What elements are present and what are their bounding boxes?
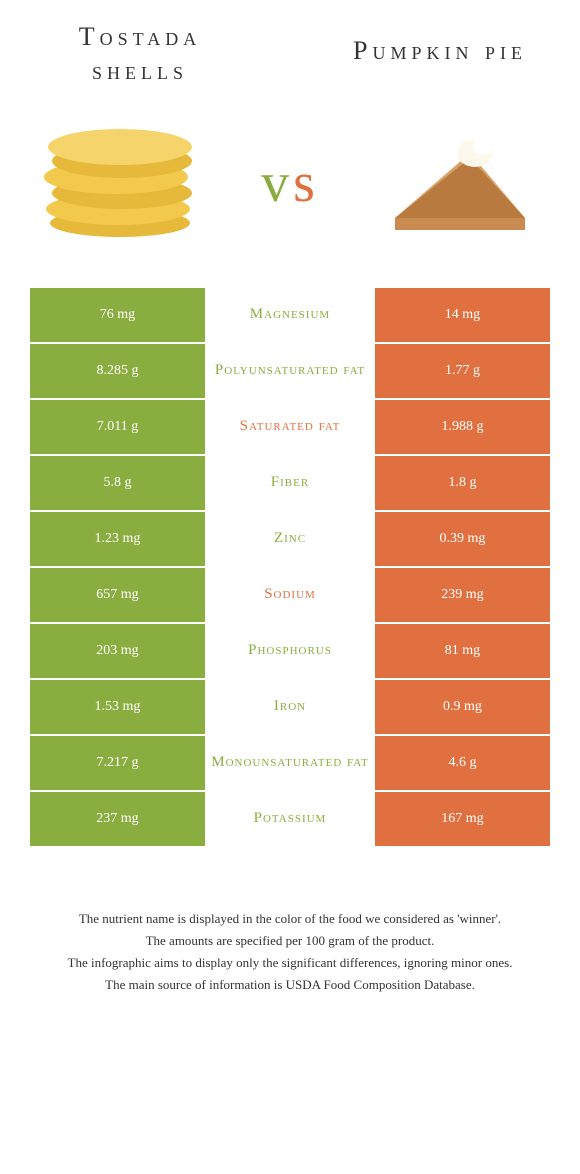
left-value: 657 mg xyxy=(30,568,205,624)
nutrient-label: Iron xyxy=(205,680,375,736)
table-row: 7.011 gSaturated fat1.988 g xyxy=(30,400,550,456)
nutrient-label: Potassium xyxy=(205,792,375,848)
pumpkin-pie-image xyxy=(370,108,550,258)
table-row: 657 mgSodium239 mg xyxy=(30,568,550,624)
images-row: vs xyxy=(0,98,580,288)
table-row: 237 mgPotassium167 mg xyxy=(30,792,550,848)
table-row: 76 mgMagnesium14 mg xyxy=(30,288,550,344)
footer-notes: The nutrient name is displayed in the co… xyxy=(0,848,580,1036)
right-value: 1.988 g xyxy=(375,400,550,456)
left-title-line1: Tostada xyxy=(79,22,201,51)
tostada-image xyxy=(30,108,210,258)
right-value: 81 mg xyxy=(375,624,550,680)
right-value: 167 mg xyxy=(375,792,550,848)
table-row: 7.217 gMonounsaturated fat4.6 g xyxy=(30,736,550,792)
vs-s: s xyxy=(293,152,319,214)
vs-v: v xyxy=(261,152,293,214)
right-value: 0.39 mg xyxy=(375,512,550,568)
left-value: 76 mg xyxy=(30,288,205,344)
footer-line1: The nutrient name is displayed in the co… xyxy=(30,908,550,930)
nutrient-label: Sodium xyxy=(205,568,375,624)
table-row: 1.23 mgZinc0.39 mg xyxy=(30,512,550,568)
left-value: 7.011 g xyxy=(30,400,205,456)
nutrient-label: Zinc xyxy=(205,512,375,568)
nutrient-label: Monounsaturated fat xyxy=(205,736,375,792)
right-value: 1.8 g xyxy=(375,456,550,512)
infographic-container: Tostada shells Pumpkin pie vs xyxy=(0,0,580,1036)
nutrient-label: Saturated fat xyxy=(205,400,375,456)
left-value: 1.23 mg xyxy=(30,512,205,568)
footer-line2: The amounts are specified per 100 gram o… xyxy=(30,930,550,952)
table-row: 5.8 gFiber1.8 g xyxy=(30,456,550,512)
right-value: 0.9 mg xyxy=(375,680,550,736)
right-value: 1.77 g xyxy=(375,344,550,400)
right-value: 14 mg xyxy=(375,288,550,344)
nutrient-table: 76 mgMagnesium14 mg8.285 gPolyunsaturate… xyxy=(30,288,550,848)
vs-badge: vs xyxy=(261,151,319,215)
footer-line3: The infographic aims to display only the… xyxy=(30,952,550,974)
nutrient-label: Magnesium xyxy=(205,288,375,344)
table-row: 203 mgPhosphorus81 mg xyxy=(30,624,550,680)
table-row: 1.53 mgIron0.9 mg xyxy=(30,680,550,736)
left-value: 1.53 mg xyxy=(30,680,205,736)
left-value: 237 mg xyxy=(30,792,205,848)
right-food-title: Pumpkin pie xyxy=(340,20,540,68)
left-value: 7.217 g xyxy=(30,736,205,792)
right-value: 4.6 g xyxy=(375,736,550,792)
left-title-line2: shells xyxy=(92,56,188,85)
left-value: 5.8 g xyxy=(30,456,205,512)
footer-line4: The main source of information is USDA F… xyxy=(30,974,550,996)
table-row: 8.285 gPolyunsaturated fat1.77 g xyxy=(30,344,550,400)
left-food-title: Tostada shells xyxy=(40,20,240,88)
right-value: 239 mg xyxy=(375,568,550,624)
left-value: 203 mg xyxy=(30,624,205,680)
left-value: 8.285 g xyxy=(30,344,205,400)
nutrient-label: Polyunsaturated fat xyxy=(205,344,375,400)
header: Tostada shells Pumpkin pie xyxy=(0,0,580,98)
nutrient-label: Fiber xyxy=(205,456,375,512)
nutrient-label: Phosphorus xyxy=(205,624,375,680)
